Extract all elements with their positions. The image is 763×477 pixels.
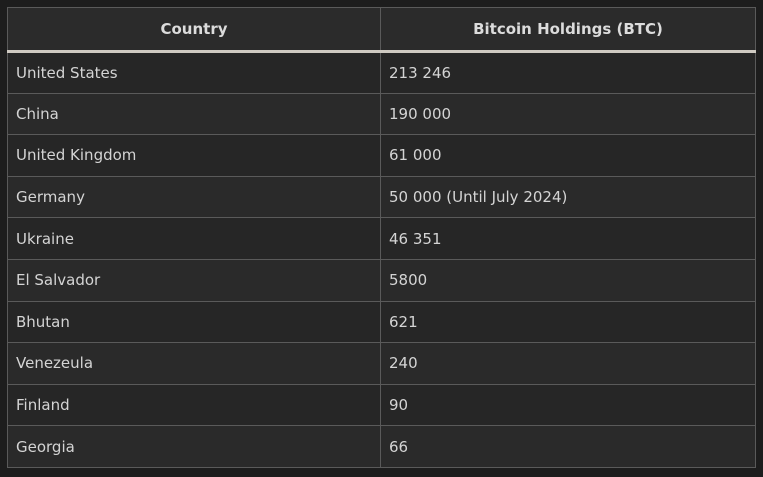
- cell-holdings: 66: [380, 425, 756, 468]
- table-row: Georgia 66: [7, 425, 756, 468]
- cell-holdings: 213 246: [380, 51, 756, 94]
- table-row: United Kingdom 61 000: [7, 134, 756, 177]
- table-row: United States 213 246: [7, 51, 756, 94]
- table-container: Country Bitcoin Holdings (BTC) United St…: [7, 7, 756, 468]
- cell-holdings: 61 000: [380, 134, 756, 177]
- cell-country: United Kingdom: [7, 134, 381, 177]
- header-bitcoin-holdings: Bitcoin Holdings (BTC): [380, 7, 756, 53]
- cell-country: United States: [7, 51, 381, 94]
- cell-holdings: 46 351: [380, 217, 756, 260]
- bitcoin-holdings-table: Country Bitcoin Holdings (BTC) United St…: [7, 7, 756, 468]
- cell-country: China: [7, 92, 381, 136]
- cell-country: Ukraine: [7, 217, 381, 260]
- table-row: Venezeula 240: [7, 342, 756, 385]
- cell-country: Finland: [7, 383, 381, 427]
- header-country: Country: [7, 7, 381, 53]
- table-row: Finland 90: [7, 383, 756, 427]
- cell-holdings: 5800: [380, 258, 756, 302]
- cell-country: Germany: [7, 175, 381, 219]
- table-row: El Salvador 5800: [7, 258, 756, 302]
- cell-holdings: 90: [380, 383, 756, 427]
- cell-country: Bhutan: [7, 300, 381, 344]
- table-row: China 190 000: [7, 92, 756, 136]
- cell-country: Georgia: [7, 425, 381, 468]
- cell-holdings: 50 000 (Until July 2024): [380, 175, 756, 219]
- cell-holdings: 621: [380, 300, 756, 344]
- table-row: Bhutan 621: [7, 300, 756, 344]
- table-header-row: Country Bitcoin Holdings (BTC): [7, 7, 756, 53]
- table-row: Ukraine 46 351: [7, 217, 756, 260]
- cell-holdings: 240: [380, 342, 756, 385]
- cell-country: El Salvador: [7, 258, 381, 302]
- cell-holdings: 190 000: [380, 92, 756, 136]
- cell-country: Venezeula: [7, 342, 381, 385]
- table-row: Germany 50 000 (Until July 2024): [7, 175, 756, 219]
